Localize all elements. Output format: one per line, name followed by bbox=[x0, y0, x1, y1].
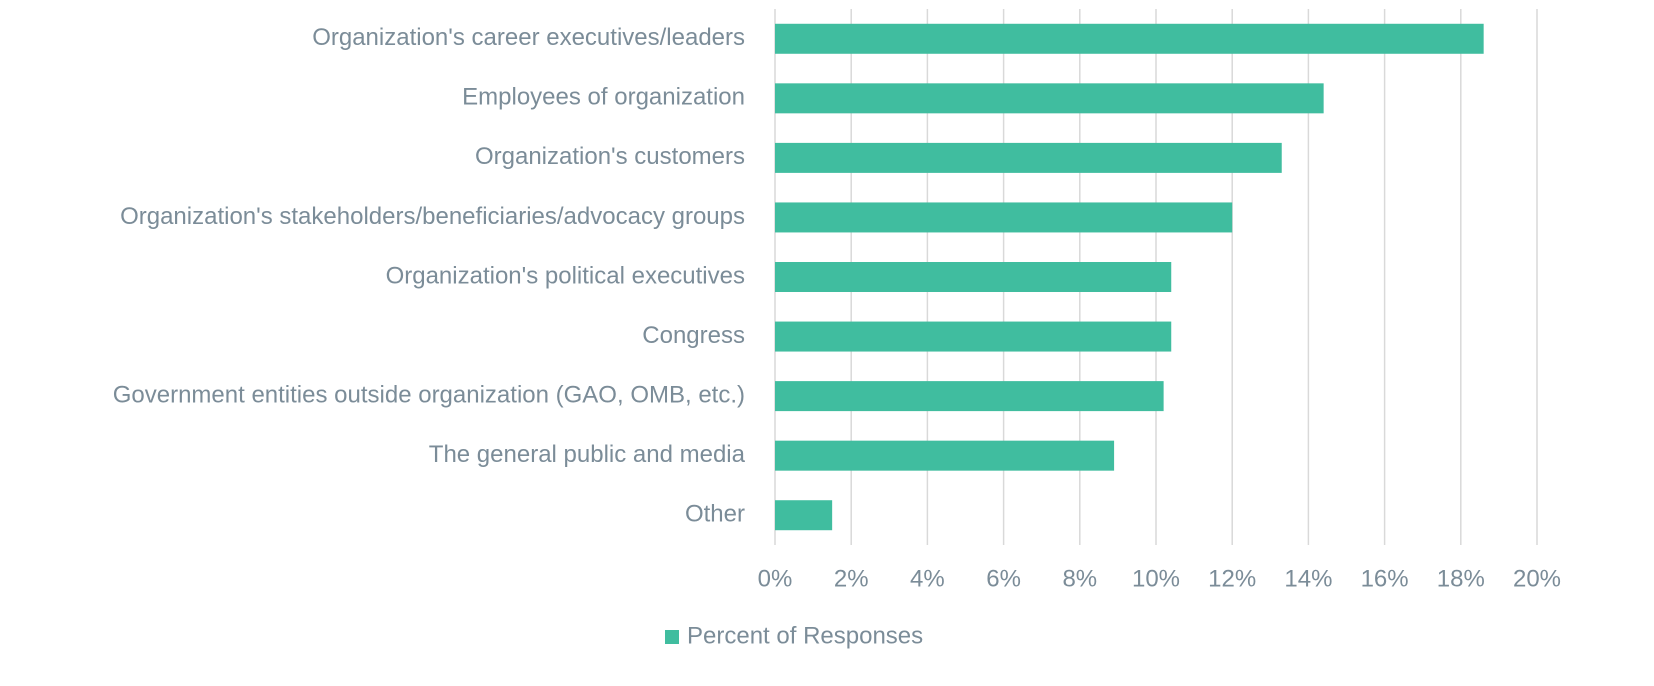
y-tick-label: Congress bbox=[642, 322, 745, 349]
x-tick-label: 6% bbox=[986, 565, 1021, 592]
x-tick-label: 18% bbox=[1437, 565, 1485, 592]
x-tick-label: 4% bbox=[910, 565, 945, 592]
y-tick-label: Organization's career executives/leaders bbox=[312, 24, 745, 51]
x-tick-label: 2% bbox=[834, 565, 869, 592]
x-tick-label: 16% bbox=[1361, 565, 1409, 592]
y-tick-label: Government entities outside organization… bbox=[113, 381, 745, 408]
y-tick-label: Other bbox=[685, 501, 745, 528]
x-tick-label: 14% bbox=[1284, 565, 1332, 592]
legend-label: Percent of Responses bbox=[687, 622, 923, 649]
bar bbox=[775, 23, 1484, 54]
bar bbox=[775, 381, 1164, 412]
bar bbox=[775, 440, 1115, 471]
y-tick-label: Organization's political executives bbox=[386, 262, 745, 289]
y-tick-label: Organization's stakeholders/beneficiarie… bbox=[120, 203, 745, 230]
x-tick-label: 8% bbox=[1062, 565, 1097, 592]
y-tick-label: Organization's customers bbox=[475, 143, 745, 170]
x-tick-label: 10% bbox=[1132, 565, 1180, 592]
x-tick-label: 12% bbox=[1208, 565, 1256, 592]
bar bbox=[775, 321, 1172, 352]
y-tick-label: The general public and media bbox=[429, 441, 746, 468]
bar bbox=[775, 202, 1233, 233]
x-tick-label: 0% bbox=[758, 565, 793, 592]
bar bbox=[775, 83, 1324, 114]
bar bbox=[775, 500, 833, 531]
bar bbox=[775, 142, 1282, 173]
bar bbox=[775, 262, 1172, 292]
y-tick-label: Employees of organization bbox=[462, 84, 745, 111]
x-tick-label: 20% bbox=[1513, 565, 1561, 592]
legend-swatch bbox=[665, 630, 679, 644]
